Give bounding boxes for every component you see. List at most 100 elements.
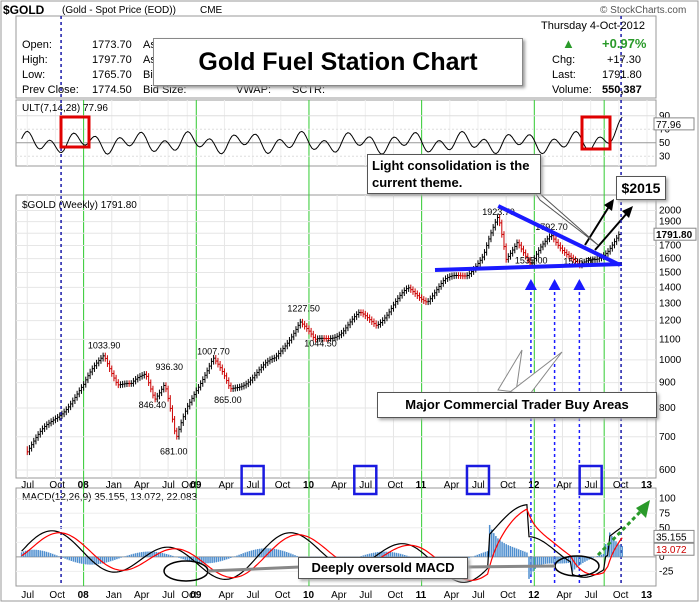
price-label: 1535.00 — [515, 256, 548, 266]
open-label: Open: — [22, 39, 52, 51]
signal-last-label: 13.072 — [656, 545, 687, 556]
oversold-connector-1 — [207, 565, 301, 573]
ult-y-tick: 30 — [659, 151, 671, 162]
x-tick-label: Apr — [218, 480, 234, 491]
oversold-callout: Deeply oversold MACD — [298, 557, 468, 579]
x-tick-label: Jul — [162, 480, 175, 491]
price-y-tick: 1200 — [659, 316, 682, 327]
buy-arrow-icon — [524, 279, 537, 290]
price-y-tick: 600 — [659, 465, 676, 476]
price-label: 846.40 — [139, 400, 167, 410]
buy-pointer-1 — [497, 349, 523, 393]
ult-y-tick: 90 — [659, 111, 671, 122]
main-title: Gold Fuel Station Chart — [153, 38, 523, 86]
x-axis-blue-box — [578, 464, 603, 496]
ult-line — [21, 116, 623, 155]
x-tick-label: Apr — [556, 480, 572, 491]
x-tick-label-macd: Oct — [181, 590, 197, 601]
x-tick-label-macd: Oct — [49, 590, 65, 601]
price-label: 1007.70 — [197, 346, 230, 356]
x-tick-label-macd: Jul — [247, 590, 260, 601]
x-tick-label-macd: Oct — [613, 590, 629, 601]
x-tick-label-macd: Jan — [106, 590, 122, 601]
x-tick-label-macd: 09 — [190, 590, 202, 601]
signal-line — [21, 508, 623, 582]
consolidation-callout: Light consolidation is the current theme… — [367, 154, 541, 194]
macd-y-tick: 100 — [659, 494, 676, 505]
prev-close-label: Prev Close: — [22, 84, 79, 96]
x-tick-label: Oct — [181, 480, 197, 491]
price-label: 1227.50 — [287, 304, 320, 314]
ult-red-box-1 — [59, 115, 91, 149]
macd-y-tick: 50 — [659, 523, 671, 534]
volume-value: 550,387 — [602, 84, 642, 96]
exchange: CME — [200, 5, 223, 16]
price-label: 865.00 — [214, 395, 242, 405]
price-label: 1044.50 — [304, 339, 337, 349]
price-title: $GOLD (Weekly) 1791.80 — [22, 200, 137, 211]
x-tick-label-macd: Apr — [444, 590, 460, 601]
macd-y-tick: 75 — [659, 508, 671, 519]
price-y-tick: 1400 — [659, 282, 682, 293]
x-tick-label: Jul — [21, 480, 34, 491]
x-tick-label-macd: 10 — [303, 590, 315, 601]
price-y-tick: 1100 — [659, 334, 681, 345]
signal-last-box — [653, 542, 695, 556]
symbol: $GOLD — [3, 3, 45, 17]
x-tick-label-macd: Apr — [134, 590, 150, 601]
high-label: High: — [22, 54, 48, 66]
high-value: 1797.70 — [92, 54, 132, 66]
change-pct: +0.97% — [602, 36, 647, 51]
x-tick-label: Jul — [472, 480, 485, 491]
up-triangle-icon: ▲ — [562, 36, 575, 51]
low-value: 1765.70 — [92, 69, 132, 81]
price-label: 1033.90 — [88, 341, 121, 351]
x-axis-blue-box — [353, 464, 378, 496]
last-value: 1791.80 — [602, 69, 642, 81]
sctr-label: SCTR: — [292, 84, 325, 96]
price-y-tick: 800 — [659, 403, 676, 414]
x-tick-label-macd: Apr — [556, 590, 572, 601]
target-arrow-2 — [594, 211, 629, 251]
prev-close-value: 1774.50 — [92, 84, 132, 96]
chg-label: Chg: — [552, 54, 576, 66]
price-label: 1792.70 — [535, 222, 568, 232]
x-tick-label-macd: Jul — [472, 590, 485, 601]
price-y-tick: 2000 — [659, 206, 682, 217]
x-tick-label: Jul — [247, 480, 260, 491]
target-arrowhead-2 — [622, 206, 633, 218]
x-tick-label-macd: 08 — [78, 590, 90, 601]
price-last-label: 1791.80 — [656, 230, 693, 241]
macd-last-box — [653, 529, 695, 543]
price-label: 1526.70 — [563, 257, 596, 267]
oversold-connector-2 — [465, 564, 556, 569]
macd-title: MACD(12,26,9) 35.155, 13.072, 22.083 — [22, 492, 198, 503]
x-tick-label: Apr — [134, 480, 150, 491]
x-tick-label: Apr — [444, 480, 460, 491]
x-tick-label: Jul — [359, 480, 372, 491]
macd-y-tick: -25 — [659, 566, 674, 577]
price-y-tick: 1500 — [659, 268, 682, 279]
price-y-tick: 1700 — [659, 241, 682, 252]
date: Thursday 4-Oct-2012 — [541, 20, 645, 32]
ult-y-tick: 50 — [659, 138, 671, 149]
x-tick-label-macd: Jul — [359, 590, 372, 601]
source-credit: © StockCharts.com — [600, 5, 687, 16]
x-tick-label: Oct — [275, 480, 291, 491]
price-last-box — [653, 227, 697, 241]
chg-value: +17.30 — [607, 54, 641, 66]
x-tick-label-macd: Jul — [162, 590, 175, 601]
ult-last-label: 77.96 — [656, 120, 681, 131]
x-tick-label-macd: 11 — [416, 590, 427, 601]
low-label: Low: — [22, 69, 46, 81]
vwap-label: VWAP: — [236, 84, 272, 96]
x-tick-label: Jan — [106, 480, 122, 491]
macd-green-arrow — [596, 508, 644, 557]
ask2-label: As — [143, 54, 156, 66]
x-tick-label: Oct — [387, 480, 403, 491]
price-y-tick: 1600 — [659, 254, 682, 265]
x-axis-blue-box — [465, 464, 491, 496]
description: (Gold - Spot Price (EOD)) — [62, 5, 176, 16]
ult-title: ULT(7,14,28) 77.96 — [22, 103, 108, 114]
